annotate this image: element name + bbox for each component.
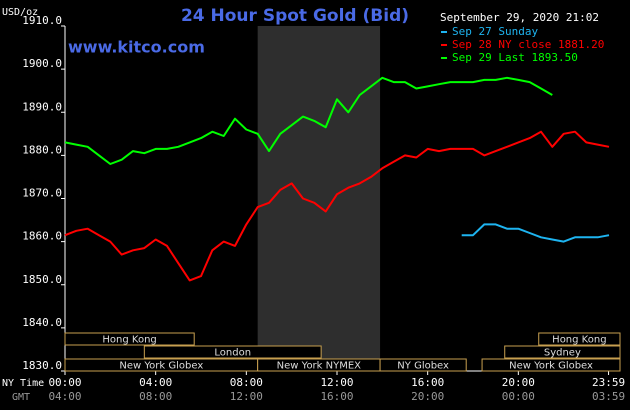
y-tick-label: 1890.0 — [22, 100, 62, 113]
legend-entry: Sep 27 Sunday — [452, 25, 538, 38]
session-label: Hong Kong — [552, 335, 606, 346]
y-axis-label: USD/oz — [2, 7, 38, 18]
gmt-tick-label: 20:00 — [411, 390, 444, 403]
gmt-tick-label: 08:00 — [139, 390, 172, 403]
series-line — [64, 76, 553, 165]
x-tick-label: 16:00 — [411, 376, 444, 389]
session-label: NY Globex — [397, 361, 449, 372]
y-tick-label: 1830.0 — [22, 359, 62, 372]
x-tick-label: 12:00 — [320, 376, 353, 389]
x-tick-label: 23:59 — [592, 376, 625, 389]
site-label: www.kitco.com — [68, 38, 205, 57]
legend-entry: Sep 29 Last 1893.50 — [452, 51, 578, 64]
x-tick-label: 08:00 — [230, 376, 263, 389]
y-tick-label: 1850.0 — [22, 273, 62, 286]
y-tick-label: 1900.0 — [22, 57, 62, 70]
x-tick-label: 00:00 — [48, 376, 81, 389]
session-label: London — [214, 348, 251, 359]
session-box — [538, 332, 621, 346]
legend-entry: Sep 28 NY close 1881.20 — [452, 38, 604, 51]
x-tick-label: 20:00 — [502, 376, 535, 389]
y-tick-label: 1880.0 — [22, 143, 62, 156]
session-label: Sydney — [544, 348, 581, 359]
y-tick-label: 1860.0 — [22, 230, 62, 243]
gmt-tick-label: 16:00 — [320, 390, 353, 403]
session-box — [481, 358, 621, 372]
x-tick-label: 04:00 — [139, 376, 172, 389]
series-line — [64, 130, 610, 282]
session-box — [143, 345, 322, 359]
shaded-band — [257, 26, 381, 371]
session-box — [379, 358, 467, 372]
gmt-tick-label: 12:00 — [230, 390, 263, 403]
y-tick-label: 1870.0 — [22, 187, 62, 200]
session-label: Hong Kong — [102, 335, 156, 346]
y-tick-label: 1910.0 — [22, 14, 62, 27]
session-label: New York Globex — [509, 361, 593, 372]
session-label: New York Globex — [119, 361, 203, 372]
legend-title: September 29, 2020 21:02 — [440, 11, 599, 24]
session-label: New York NYMEX — [277, 361, 362, 372]
session-box — [504, 345, 621, 359]
series-line — [461, 223, 610, 243]
gmt-tick-label: 00:00 — [502, 390, 535, 403]
x-row-label: NY Time — [2, 378, 44, 389]
y-tick-label: 1840.0 — [22, 316, 62, 329]
chart-title: 24 Hour Spot Gold (Bid) — [181, 6, 409, 26]
x-row-label: GMT — [12, 392, 30, 403]
gmt-tick-label: 03:59 — [592, 390, 625, 403]
gmt-tick-label: 04:00 — [48, 390, 81, 403]
session-box — [64, 332, 195, 346]
